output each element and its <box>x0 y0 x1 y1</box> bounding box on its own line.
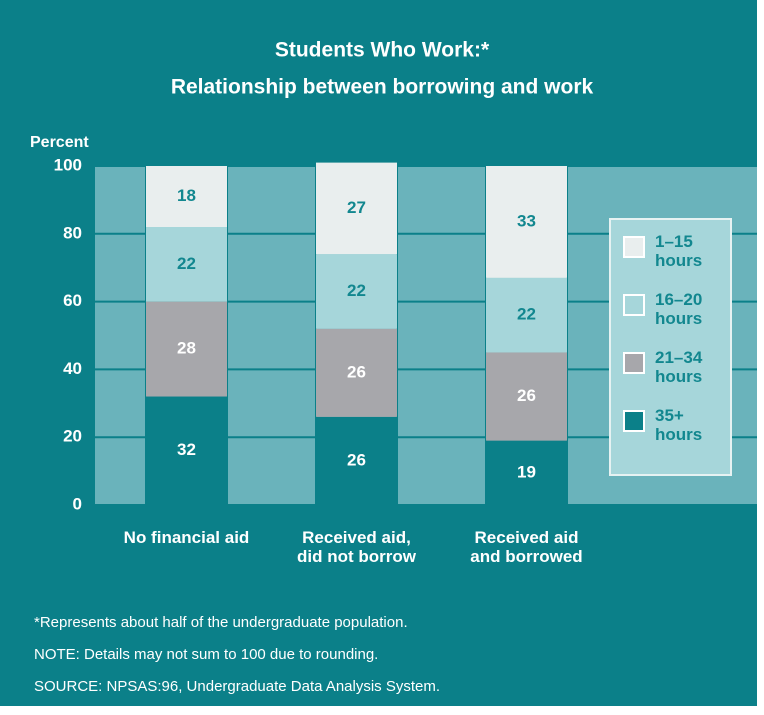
chart-subtitle: Relationship between borrowing and work <box>171 76 594 99</box>
bar-segment <box>486 352 567 441</box>
data-label: 32 <box>177 440 196 459</box>
legend-label: 16–20 hours <box>655 290 703 328</box>
chart-title: Students Who Work:* <box>275 39 490 62</box>
data-label: 26 <box>347 450 366 469</box>
data-label: 22 <box>177 254 196 273</box>
legend-item: 1–15 hours <box>623 232 733 280</box>
x-tick-label: Received aid, did not borrow <box>297 528 416 566</box>
y-tick-label: 0 <box>73 494 82 513</box>
bar-segment <box>316 162 397 255</box>
bar-segment <box>316 416 397 505</box>
footnote: SOURCE: NPSAS:96, Undergraduate Data Ana… <box>34 678 441 695</box>
y-tick-label: 40 <box>63 359 82 378</box>
legend-swatch <box>623 410 645 432</box>
data-label: 27 <box>347 198 366 217</box>
legend-swatch <box>623 352 645 374</box>
bar-segment <box>486 277 567 353</box>
bar-segment <box>146 301 227 397</box>
legend-label: 1–15 hours <box>655 232 703 270</box>
bar-segment <box>146 227 227 302</box>
legend-swatch <box>623 294 645 316</box>
legend: 35+ hours 21–34 hours 16–20 hours 1–15 hour… <box>609 218 732 476</box>
y-axis-label: Percent <box>30 134 89 151</box>
legend-item: 16–20 hours <box>623 290 733 338</box>
legend-label: 21–34 hours <box>655 348 703 386</box>
bar-segment <box>486 166 567 278</box>
legend-item: 21–34 hours <box>623 348 733 396</box>
data-label: 22 <box>347 281 366 300</box>
x-tick-label: No financial aid <box>123 528 250 547</box>
data-label: 33 <box>517 211 536 230</box>
bar-segment <box>146 396 227 505</box>
footnote: *Represents about half of the undergradu… <box>34 614 408 631</box>
y-tick-label: 60 <box>63 291 82 310</box>
legend-item: 35+ hours <box>623 406 733 454</box>
legend-label: 35+ hours <box>655 406 703 444</box>
data-label: 22 <box>517 305 536 324</box>
y-tick-label: 20 <box>63 427 82 446</box>
y-tick-label: 80 <box>63 223 82 242</box>
y-tick-label: 100 <box>54 155 82 174</box>
bar-segment <box>146 166 227 228</box>
legend-swatch <box>623 236 645 258</box>
data-label: 26 <box>517 386 536 405</box>
bar-segment <box>316 328 397 417</box>
data-label: 28 <box>177 339 196 358</box>
data-label: 18 <box>177 186 196 205</box>
bar-segment <box>316 254 397 329</box>
data-label: 19 <box>517 462 536 481</box>
bar-segment <box>486 440 567 505</box>
x-tick-label: Received aid and borrowed <box>470 528 583 566</box>
footnote: NOTE: Details may not sum to 100 due to … <box>34 646 379 663</box>
data-label: 26 <box>347 362 366 381</box>
